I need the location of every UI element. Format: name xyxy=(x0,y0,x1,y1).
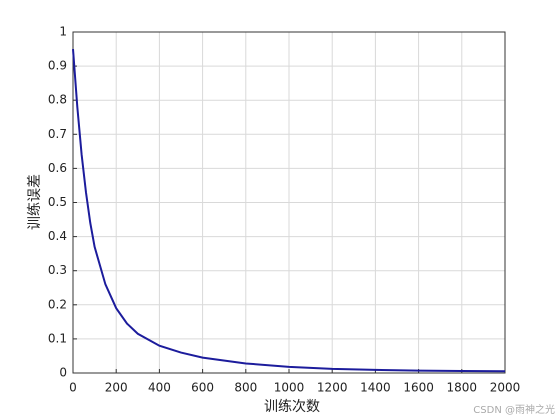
y-tick-label: 0.9 xyxy=(48,59,67,73)
y-tick-label: 0.7 xyxy=(48,127,67,141)
x-tick-label: 600 xyxy=(191,381,214,395)
x-tick-label: 1200 xyxy=(317,381,348,395)
x-tick-label: 200 xyxy=(105,381,128,395)
y-tick-label: 0.1 xyxy=(48,331,67,345)
y-tick-label: 1 xyxy=(59,25,67,39)
y-tick-label: 0.6 xyxy=(48,161,67,175)
x-tick-label: 2000 xyxy=(490,381,521,395)
line-series xyxy=(72,48,506,373)
y-tick-label: 0.4 xyxy=(48,229,67,243)
x-tick-label: 0 xyxy=(69,381,77,395)
x-tick-label: 1000 xyxy=(274,381,305,395)
watermark: CSDN @雨神之光 xyxy=(473,403,555,416)
x-tick-label: 1600 xyxy=(403,381,434,395)
y-axis-label: 训练误差 xyxy=(27,174,43,230)
y-tick-label: 0.8 xyxy=(48,93,67,107)
x-tick-label: 400 xyxy=(148,381,171,395)
y-tick-label: 0.5 xyxy=(48,195,67,209)
x-tick-label: 1400 xyxy=(360,381,391,395)
plot-frame xyxy=(72,31,506,374)
x-axis-label: 训练次数 xyxy=(264,399,320,415)
y-tick-label: 0 xyxy=(59,366,67,380)
x-tick-label: 800 xyxy=(234,381,257,395)
y-tick-label: 0.2 xyxy=(48,297,67,311)
x-tick-label: 1800 xyxy=(447,381,478,395)
y-tick-label: 0.3 xyxy=(48,263,67,277)
